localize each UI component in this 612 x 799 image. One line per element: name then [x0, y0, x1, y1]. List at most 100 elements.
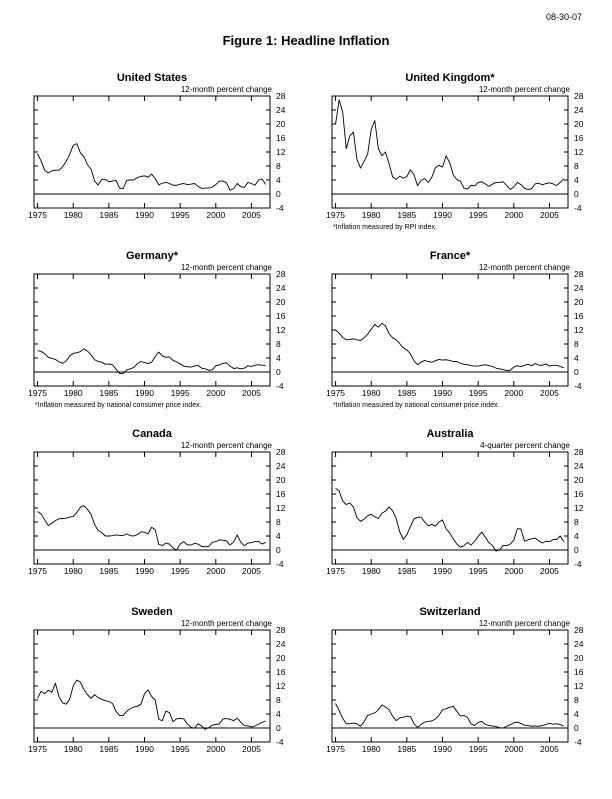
svg-text:8: 8 — [574, 339, 579, 349]
svg-text:12: 12 — [276, 147, 286, 157]
chart-footnote — [32, 579, 300, 589]
svg-text:24: 24 — [574, 105, 584, 115]
svg-text:1995: 1995 — [469, 388, 488, 398]
svg-text:0: 0 — [276, 189, 281, 199]
svg-text:1985: 1985 — [397, 744, 416, 754]
svg-text:8: 8 — [276, 339, 281, 349]
svg-text:20: 20 — [574, 297, 584, 307]
svg-text:1995: 1995 — [171, 744, 190, 754]
svg-text:24: 24 — [574, 283, 584, 293]
chart-title: United States — [116, 72, 188, 84]
svg-text:1995: 1995 — [469, 210, 488, 220]
chart-sweden: Sweden 12-month percent change 1975 1980 1… — [28, 606, 300, 767]
svg-text:4: 4 — [276, 709, 281, 719]
chart-footnote — [32, 223, 300, 233]
svg-text:0: 0 — [276, 545, 281, 555]
svg-text:1980: 1980 — [362, 566, 381, 576]
svg-text:-4: -4 — [276, 203, 284, 213]
svg-text:28: 28 — [574, 91, 584, 101]
svg-text:20: 20 — [574, 653, 584, 663]
chart-title: Switzerland — [419, 606, 481, 618]
svg-text:1975: 1975 — [28, 388, 47, 398]
chart-footnote — [330, 579, 598, 589]
svg-text:2005: 2005 — [242, 744, 261, 754]
svg-text:0: 0 — [574, 545, 579, 555]
chart-unit-label: 12-month percent change — [478, 263, 570, 272]
svg-text:0: 0 — [574, 189, 579, 199]
chart-footnote — [32, 757, 300, 767]
svg-text:-4: -4 — [574, 381, 582, 391]
svg-text:-4: -4 — [574, 203, 582, 213]
svg-text:8: 8 — [276, 695, 281, 705]
chart-unit-label: 12-month percent change — [180, 85, 272, 94]
svg-text:28: 28 — [276, 269, 286, 279]
svg-text:8: 8 — [574, 517, 579, 527]
svg-text:1980: 1980 — [362, 210, 381, 220]
svg-text:1990: 1990 — [433, 744, 452, 754]
svg-text:0: 0 — [276, 367, 281, 377]
chart-footnote — [330, 757, 598, 767]
chart-footnote: *Inflation measured by national consumer… — [333, 402, 500, 409]
svg-text:4: 4 — [574, 175, 579, 185]
svg-text:1995: 1995 — [171, 210, 190, 220]
svg-text:1980: 1980 — [362, 388, 381, 398]
svg-text:20: 20 — [574, 475, 584, 485]
line-chart: 1975 1980 1985 1990 1995 2000 2005 -4 0 4 8 12 16 20 2… — [326, 91, 584, 220]
svg-text:2000: 2000 — [206, 388, 225, 398]
svg-text:-4: -4 — [276, 737, 284, 747]
svg-text:4: 4 — [276, 531, 281, 541]
chart-canada: Canada 12-month percent change 1975 1980 1… — [28, 428, 300, 589]
svg-text:1990: 1990 — [433, 388, 452, 398]
line-chart: 1975 1980 1985 1990 1995 2000 2005 -4 0 4 8 12 16 20 2… — [326, 625, 584, 754]
svg-text:1980: 1980 — [64, 566, 83, 576]
svg-text:2000: 2000 — [504, 388, 523, 398]
chart-unit-label: 12-month percent change — [478, 619, 570, 628]
svg-text:16: 16 — [574, 133, 584, 143]
svg-text:16: 16 — [574, 489, 584, 499]
chart-title: Australia — [426, 428, 474, 440]
line-chart: 1975 1980 1985 1990 1995 2000 2005 -4 0 4 8 12 16 20 2… — [28, 269, 286, 398]
line-chart: 1975 1980 1985 1990 1995 2000 2005 -4 0 4 8 12 16 20 2… — [28, 625, 286, 754]
svg-text:1985: 1985 — [99, 566, 118, 576]
svg-text:1995: 1995 — [171, 566, 190, 576]
svg-text:2005: 2005 — [540, 744, 559, 754]
svg-text:24: 24 — [276, 461, 286, 471]
svg-text:20: 20 — [276, 119, 286, 129]
svg-text:1985: 1985 — [99, 210, 118, 220]
svg-text:20: 20 — [276, 475, 286, 485]
svg-text:2000: 2000 — [504, 744, 523, 754]
line-chart: 1975 1980 1985 1990 1995 2000 2005 -4 0 4 8 12 16 20 2… — [28, 447, 286, 576]
svg-text:1990: 1990 — [135, 388, 154, 398]
chart-unit-label: 12-month percent change — [180, 263, 272, 272]
svg-text:8: 8 — [574, 161, 579, 171]
svg-text:12: 12 — [276, 325, 286, 335]
svg-text:1985: 1985 — [397, 210, 416, 220]
svg-text:24: 24 — [574, 639, 584, 649]
svg-text:-4: -4 — [276, 381, 284, 391]
svg-text:12: 12 — [574, 147, 584, 157]
svg-text:1990: 1990 — [135, 566, 154, 576]
svg-text:16: 16 — [574, 311, 584, 321]
figure-title: Figure 1: Headline Inflation — [222, 33, 390, 48]
svg-text:1980: 1980 — [64, 210, 83, 220]
svg-text:-4: -4 — [574, 559, 582, 569]
svg-text:1980: 1980 — [362, 744, 381, 754]
svg-text:4: 4 — [276, 353, 281, 363]
svg-text:8: 8 — [276, 161, 281, 171]
chart-footnote: *Inflation measured by national consumer… — [35, 402, 202, 409]
svg-text:0: 0 — [574, 367, 579, 377]
svg-text:0: 0 — [276, 723, 281, 733]
svg-text:1990: 1990 — [135, 744, 154, 754]
svg-text:2000: 2000 — [206, 566, 225, 576]
svg-text:1975: 1975 — [28, 210, 47, 220]
svg-text:20: 20 — [276, 297, 286, 307]
svg-text:16: 16 — [276, 133, 286, 143]
svg-text:4: 4 — [574, 709, 579, 719]
line-chart: 1975 1980 1985 1990 1995 2000 2005 -4 0 4 8 12 16 20 2… — [28, 91, 286, 220]
svg-text:2005: 2005 — [540, 388, 559, 398]
chart-title: France* — [429, 250, 471, 262]
chart-title: Sweden — [131, 606, 173, 618]
chart-title: United Kingdom* — [405, 72, 495, 84]
svg-text:1990: 1990 — [433, 210, 452, 220]
